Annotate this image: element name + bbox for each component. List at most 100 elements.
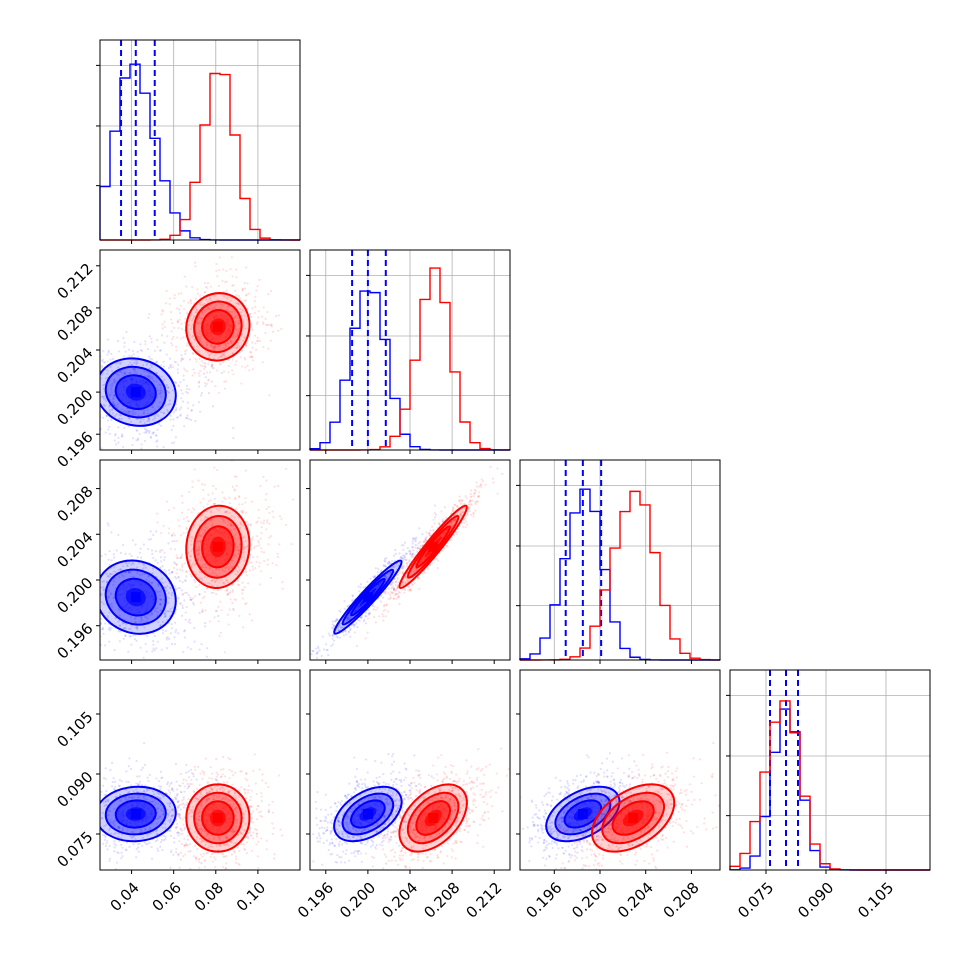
scatter-point: [175, 349, 177, 351]
scatter-point: [160, 662, 162, 664]
scatter-point: [387, 562, 389, 564]
scatter-point: [395, 584, 397, 586]
scatter-point: [231, 369, 233, 371]
scatter-point: [252, 556, 254, 558]
scatter-point: [146, 777, 148, 779]
scatter-point: [81, 816, 83, 818]
scatter-point: [176, 557, 178, 559]
scatter-point: [352, 595, 354, 597]
scatter-point: [201, 610, 203, 612]
scatter-point: [88, 599, 90, 601]
scatter-point: [187, 839, 189, 841]
scatter-point: [105, 790, 107, 792]
scatter-point: [75, 831, 77, 833]
scatter-point: [177, 519, 179, 521]
scatter-point: [428, 532, 430, 534]
scatter-point: [123, 638, 125, 640]
scatter-point: [95, 605, 97, 607]
scatter-point: [174, 585, 176, 587]
scatter-point: [130, 691, 132, 693]
scatter-point: [226, 589, 228, 591]
scatter-point: [167, 781, 169, 783]
scatter-point: [178, 525, 180, 527]
scatter-point: [249, 570, 251, 572]
scatter-point: [79, 382, 81, 384]
scatter-point: [395, 553, 397, 555]
scatter-point: [157, 641, 159, 643]
scatter-point: [187, 621, 189, 623]
scatter-point: [221, 372, 223, 374]
scatter-point: [303, 662, 305, 664]
scatter-point: [175, 572, 177, 574]
scatter-point: [166, 585, 168, 587]
scatter-point: [93, 823, 95, 825]
scatter-point: [402, 564, 404, 566]
scatter-point: [73, 578, 75, 580]
scatter-point: [152, 640, 154, 642]
scatter-point: [130, 768, 132, 770]
scatter-point: [170, 419, 172, 421]
scatter-point: [175, 382, 177, 384]
scatter-point: [129, 553, 131, 555]
scatter-point: [92, 378, 94, 380]
scatter-point: [162, 565, 164, 567]
scatter-point: [171, 627, 173, 629]
scatter-point: [173, 297, 175, 299]
scatter-point: [192, 404, 194, 406]
scatter-point: [404, 556, 406, 558]
scatter-point: [372, 576, 374, 578]
scatter-point: [257, 316, 259, 318]
scatter-point: [156, 339, 158, 341]
scatter-point: [407, 589, 409, 591]
scatter-point: [96, 381, 98, 383]
scatter-point: [312, 650, 314, 652]
scatter-point: [112, 777, 114, 779]
scatter-point: [171, 322, 173, 324]
scatter-point: [132, 634, 134, 636]
scatter-point: [107, 338, 109, 340]
scatter-point: [139, 433, 141, 435]
scatter-point: [144, 440, 146, 442]
scatter-point: [92, 551, 94, 553]
scatter-point: [143, 543, 145, 545]
scatter-point: [92, 800, 94, 802]
scatter-point: [363, 620, 365, 622]
scatter-point: [187, 392, 189, 394]
scatter-point: [280, 328, 282, 330]
scatter-point: [193, 775, 195, 777]
scatter-point: [92, 801, 94, 803]
scatter-point: [392, 597, 394, 599]
scatter-point: [128, 846, 130, 848]
scatter-point: [95, 825, 97, 827]
scatter-point: [412, 553, 414, 555]
scatter-point: [118, 350, 120, 352]
scatter-point: [438, 522, 440, 524]
scatter-point: [204, 484, 206, 486]
scatter-point: [193, 579, 195, 581]
scatter-point: [268, 523, 270, 525]
density-peak: [213, 542, 223, 552]
scatter-point: [425, 536, 427, 538]
scatter-point: [172, 425, 174, 427]
scatter-point: [102, 785, 104, 787]
scatter-point: [124, 553, 126, 555]
scatter-point: [215, 610, 217, 612]
scatter-point: [181, 615, 183, 617]
scatter-point: [93, 624, 95, 626]
scatter-point: [139, 552, 141, 554]
scatter-point: [93, 606, 95, 608]
scatter-point: [391, 583, 393, 585]
scatter-point: [171, 789, 173, 791]
scatter-point: [87, 563, 89, 565]
scatter-point: [75, 348, 77, 350]
scatter-point: [94, 385, 96, 387]
scatter-point: [386, 604, 388, 606]
scatter-point: [323, 648, 325, 650]
scatter-point: [68, 427, 70, 429]
scatter-point: [367, 617, 369, 619]
scatter-point: [207, 282, 209, 284]
scatter-point: [101, 360, 103, 362]
scatter-point: [180, 808, 182, 810]
scatter-point: [369, 578, 371, 580]
scatter-point: [183, 425, 185, 427]
